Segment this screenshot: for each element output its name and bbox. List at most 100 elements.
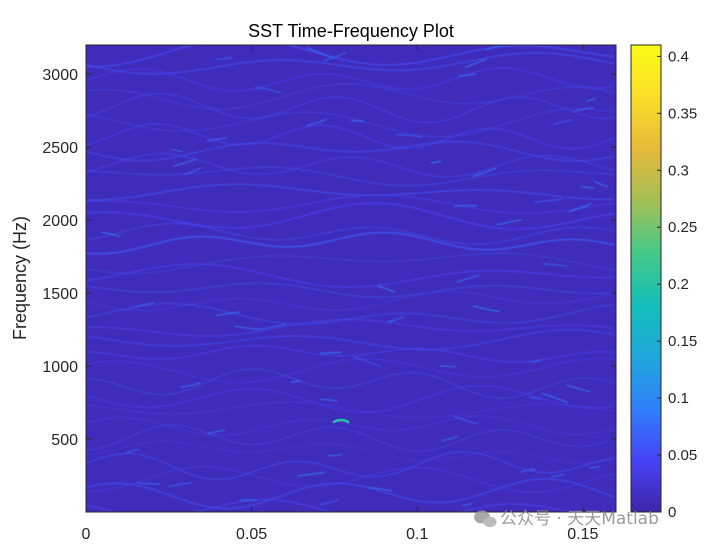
y-tick-label: 1000 [42,359,78,376]
colorbar-tick-label: 0.05 [668,447,697,464]
ridge-line [86,466,615,493]
chart-title: SST Time-Frequency Plot [248,21,454,41]
ridge-fragment [350,119,365,122]
ridge-fragment [473,305,500,313]
peak-ridge [332,418,350,424]
colorbar: 0 0.05 0.1 0.15 0.2 0.25 0.3 0.35 0.4 [630,44,697,521]
watermark: 公众号 · 天天Matlab [474,509,659,529]
ridge-line [86,302,615,325]
ridge-fragment [240,499,257,502]
x-tick-label: 0.15 [567,526,598,543]
ridge-fragment [530,359,543,363]
ridge-line [86,152,615,178]
wechat-icon [474,510,497,528]
ridge-fragment [134,302,155,308]
x-tick-label: 0.05 [236,526,267,543]
ridge-fragment [124,448,140,454]
ridge-line [86,252,615,274]
ridge-line [86,202,615,230]
ridge-line [86,424,615,452]
ridge-fragment [430,160,442,164]
ridge-line [86,345,615,363]
colorbar-tick-label: 0.35 [668,105,697,122]
ridge-line [86,291,615,311]
plot-frame [85,44,617,513]
ridge-fragment [387,316,404,323]
ridge-fragment [258,323,287,331]
ridge-fragment [171,148,183,153]
colorbar-tick-label: 0.25 [668,219,697,236]
colorbar-tick-label: 0.1 [668,390,689,407]
ridge-fragment [233,325,259,330]
ridge-line [86,498,574,512]
ridge-fragment [580,185,595,189]
ridge-line [86,231,615,255]
ridge-fragment [136,482,160,485]
ridge-line [86,451,615,480]
ridge-fragment [353,356,382,368]
ridge-fragment [320,351,342,355]
ridge-fragment [572,106,594,113]
ridge-line [86,140,615,162]
ridge-fragment [588,465,600,469]
ridge-line [86,318,615,337]
ridge-fragment [485,45,507,51]
x-tick-label: 0.1 [406,526,428,543]
ridge-fragment [168,481,193,488]
ridge-fragment [319,498,340,506]
ridge-line [86,223,615,245]
ridge-fragment [496,218,523,226]
ridge-fragment [323,51,347,62]
ridge-fragment [377,285,396,293]
ridge-fragment [541,392,569,404]
ridge-line [86,357,615,384]
ridge-line [86,107,615,138]
ridge-fragment [593,180,609,188]
ridge-fragment [529,396,543,400]
ridge-fragment [439,365,456,368]
colorbar-tick-label: 0 [668,504,676,521]
y-tick-label: 500 [51,432,78,449]
ridge-fragment [206,137,227,143]
ridge-line [86,384,615,414]
ridge-fragment [441,436,459,442]
colorbar-tick-label: 0.4 [668,48,689,65]
ridge-line [86,123,615,150]
colorbar-ticks: 0 0.05 0.1 0.15 0.2 0.25 0.3 0.35 0.4 [657,48,697,521]
ridge-line [86,282,615,298]
ridge-fragment [569,202,592,213]
ridge-line [86,401,615,419]
ridge-line [86,440,615,464]
ridge-fragment [565,384,591,393]
y-axis-label: Frequency (Hz) [10,216,30,340]
ridge-line [86,329,615,351]
ridge-fragment [542,263,568,267]
ridge-line [86,92,615,124]
ridge-line [86,52,615,75]
ridge-fragment [550,474,564,478]
ridge-line [86,478,615,510]
x-tick-label: 0 [82,526,91,543]
heatmap-peak [332,418,350,424]
ridge-line [86,67,615,92]
ridge-fragment [319,398,338,402]
ridge-fragment [453,204,478,208]
ridge-fragment [180,381,201,388]
ridge-line [86,83,615,110]
ridge-fragment [101,231,121,238]
ridge-line [86,263,614,288]
watermark-text: 公众号 · 天天Matlab [500,509,659,529]
ridge-line [86,183,615,201]
ridge-fragment [306,118,327,127]
ridge-fragment [173,158,197,167]
ridge-fragment [585,97,597,102]
colorbar-tick-label: 0.3 [668,162,689,179]
y-tick-label: 1500 [42,286,78,303]
ridge-fragment [534,198,563,203]
ridge-fragment [215,311,241,317]
ridge-fragment [290,380,301,383]
ridge-line [86,45,615,68]
ridge-fragment [306,47,334,59]
ridge-fragment [298,471,325,477]
y-tick-label: 2000 [42,213,78,230]
